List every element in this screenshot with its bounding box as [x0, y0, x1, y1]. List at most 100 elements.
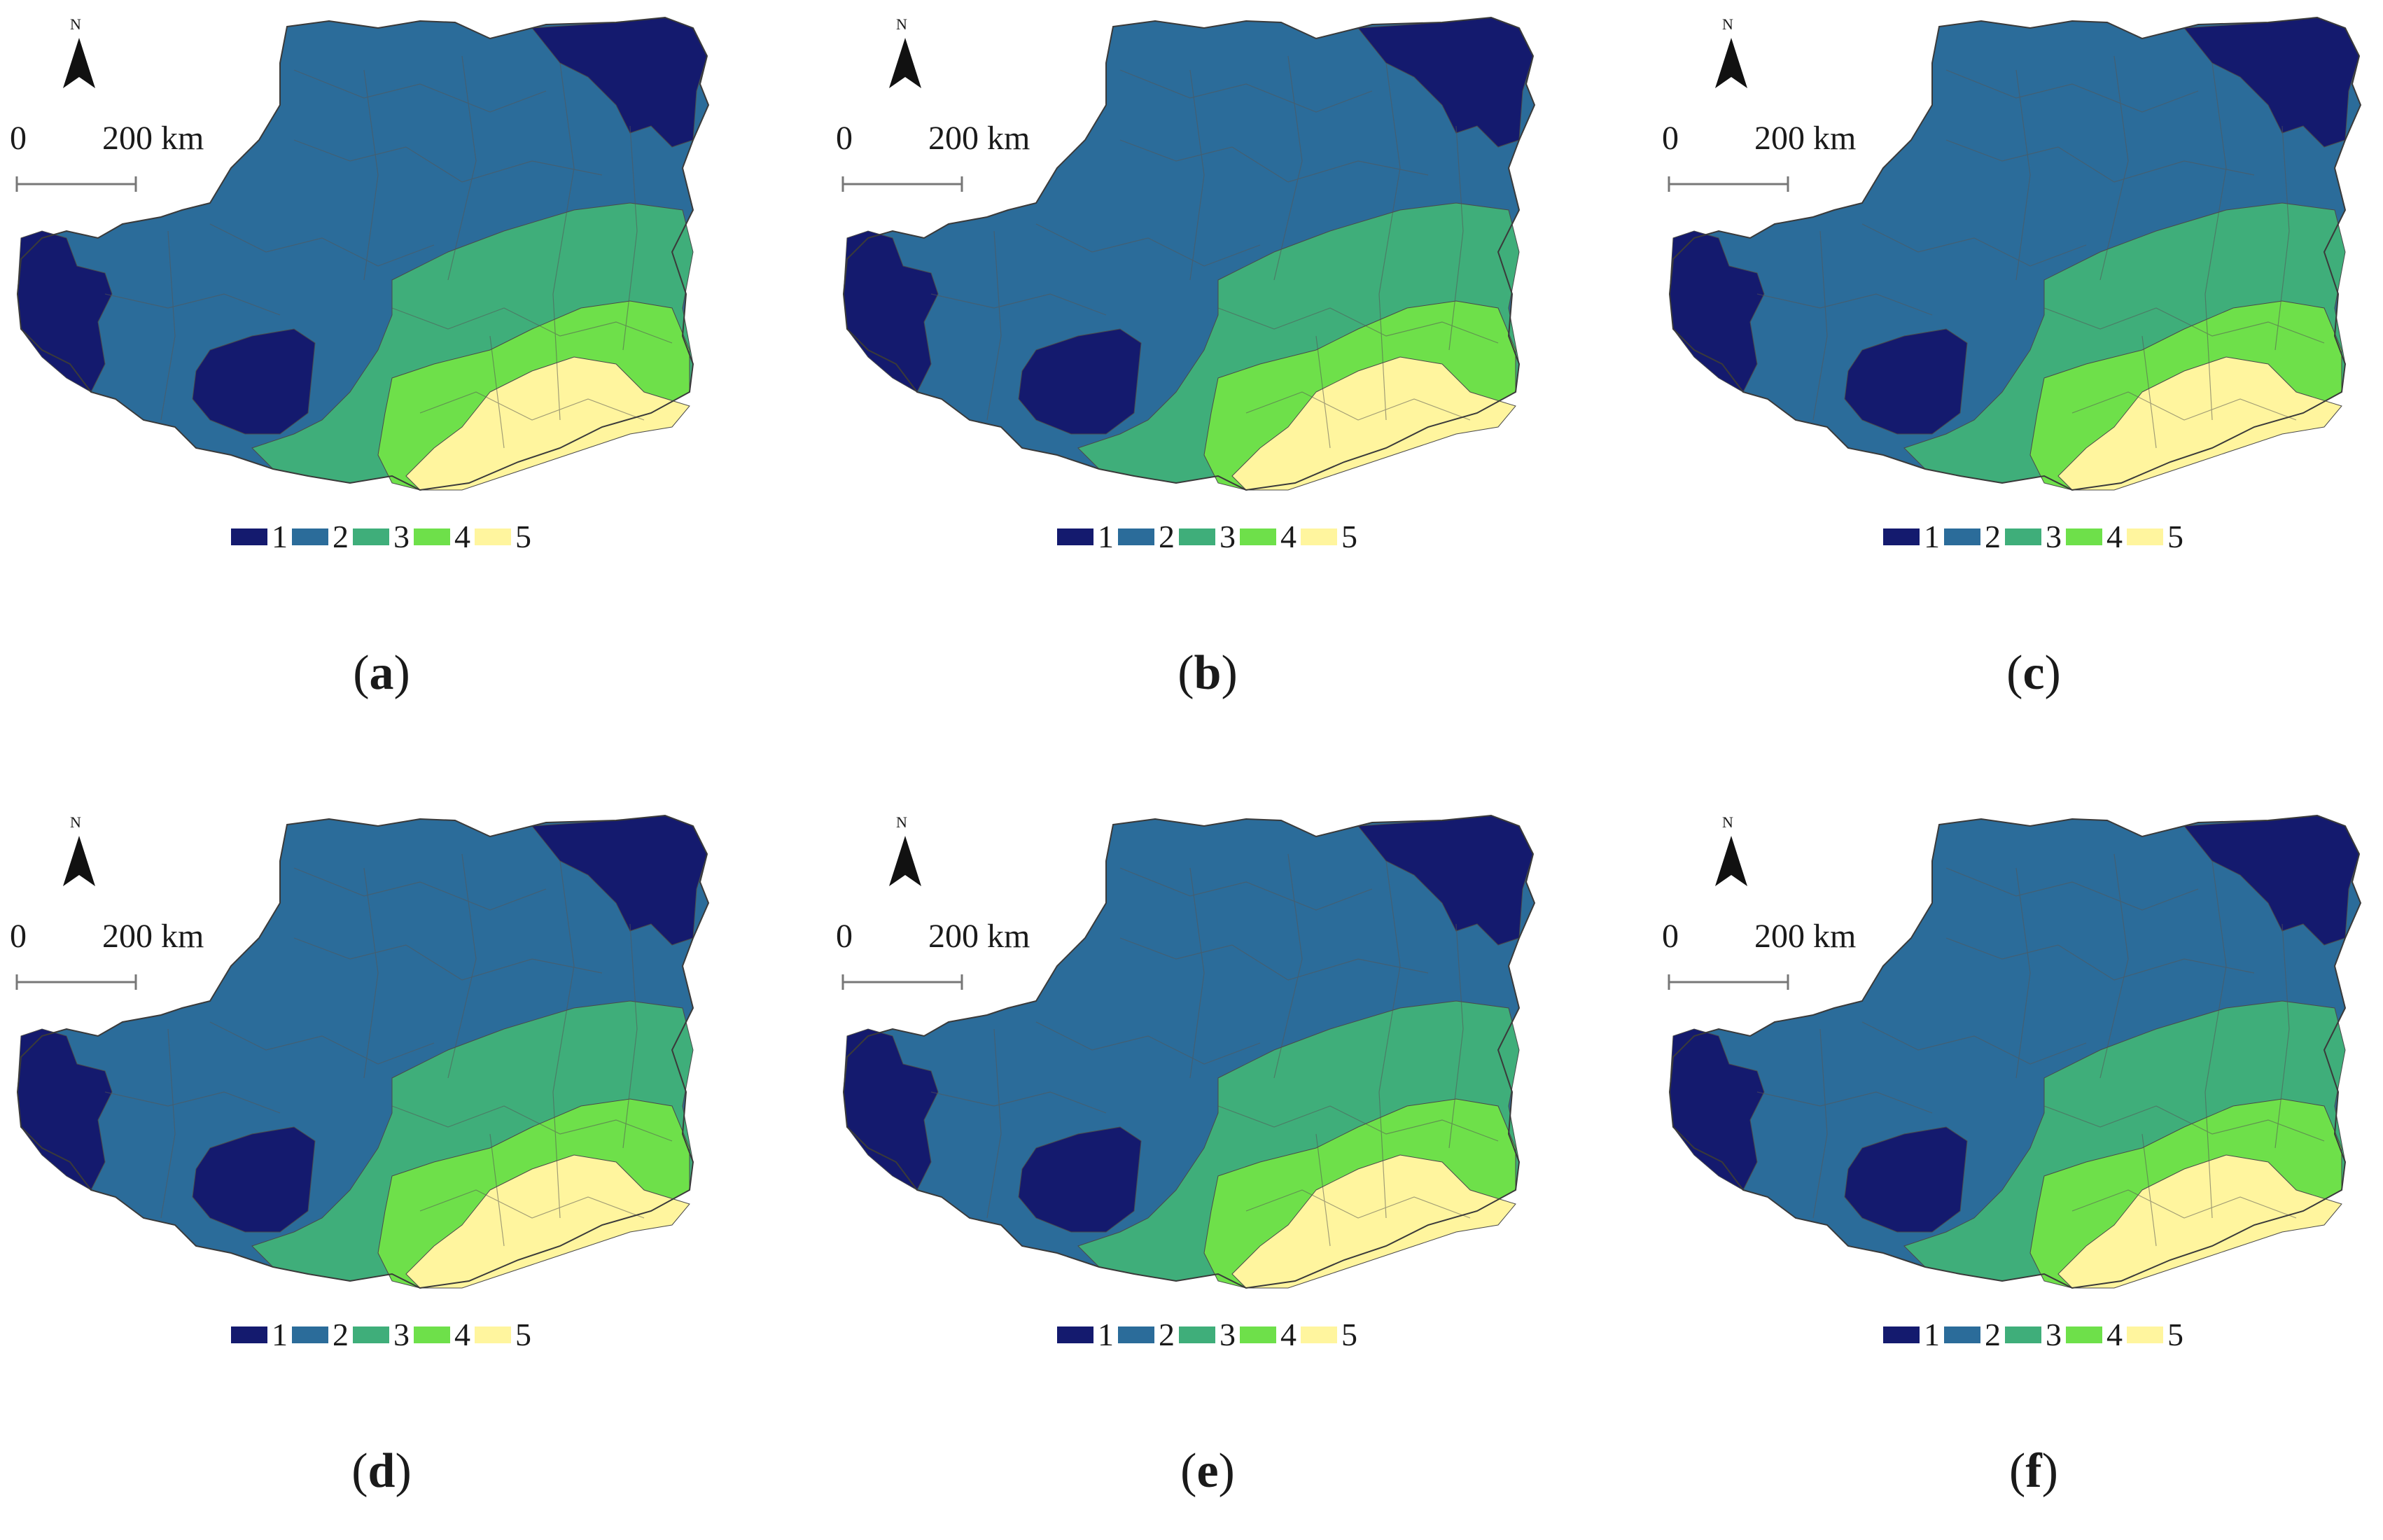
- caption-close-paren: ): [393, 646, 410, 700]
- caption-letter: a: [369, 646, 394, 700]
- legend-swatch: [231, 1326, 267, 1343]
- caption-close-paren: ): [1221, 646, 1238, 700]
- caption-close-paren: ): [2041, 1444, 2058, 1498]
- legend-label: 3: [1220, 519, 1236, 554]
- caption-open-paren: (: [2009, 1444, 2026, 1498]
- legend: 1 2 3 4 5: [1883, 1317, 2188, 1352]
- legend-label: 4: [454, 519, 470, 554]
- legend-swatch: [2127, 528, 2163, 545]
- legend-item-5: 5: [475, 1319, 534, 1351]
- caption-letter: c: [2022, 646, 2045, 700]
- region-outline: [842, 814, 1536, 1289]
- legend-swatch: [2066, 528, 2102, 545]
- north-arrow-icon: [889, 38, 921, 88]
- region-class-1-west: [843, 230, 939, 393]
- region-class-1-central: [1844, 1126, 1968, 1233]
- region-outline: [1668, 814, 2362, 1289]
- scale-start-label: 0: [836, 918, 853, 955]
- north-label: N: [896, 15, 907, 33]
- legend-label: 3: [1220, 1317, 1236, 1352]
- region-map: [842, 16, 1536, 491]
- region-class-1-west: [17, 230, 113, 393]
- legend-item-4: 4: [414, 1319, 473, 1351]
- legend-swatch: [353, 528, 389, 545]
- legend: 1 2 3 4 5: [1883, 519, 2188, 554]
- panel-caption: (e): [826, 1443, 1589, 1499]
- legend-label: 4: [2106, 1317, 2123, 1352]
- region-class-5: [405, 356, 690, 491]
- legend: 1 2 3 4 5: [1057, 519, 1362, 554]
- caption-open-paren: (: [353, 646, 370, 700]
- north-label: N: [70, 813, 81, 831]
- legend-item-4: 4: [2066, 521, 2125, 553]
- legend-swatch: [1301, 528, 1337, 545]
- legend-item-3: 3: [353, 521, 412, 553]
- scale-bar-line: [1668, 176, 1789, 192]
- region-class-5: [1231, 356, 1516, 491]
- north-label: N: [1722, 15, 1733, 33]
- legend-item-5: 5: [475, 521, 534, 553]
- region-class-5: [2057, 1154, 2342, 1289]
- caption-letter: e: [1196, 1444, 1219, 1498]
- legend-label: 4: [1280, 519, 1297, 554]
- panel-caption: (a): [0, 645, 763, 701]
- legend-swatch: [1883, 1326, 1920, 1343]
- north-arrow: N: [55, 813, 104, 897]
- legend-swatch: [1057, 528, 1093, 545]
- legend-swatch: [292, 528, 328, 545]
- legend-label: 5: [2167, 1317, 2183, 1352]
- legend-label: 3: [2046, 1317, 2062, 1352]
- caption-letter: f: [2025, 1444, 2042, 1498]
- region-class-1-central: [1018, 328, 1142, 435]
- north-label: N: [70, 15, 81, 33]
- legend-label: 1: [272, 1317, 288, 1352]
- legend-swatch: [1240, 528, 1276, 545]
- region-class-1-west: [17, 1028, 113, 1191]
- region-class-1-west: [1669, 1028, 1765, 1191]
- legend-swatch: [231, 528, 267, 545]
- legend-item-4: 4: [1240, 521, 1299, 553]
- legend-item-2: 2: [1118, 1319, 1177, 1351]
- legend-swatch: [353, 1326, 389, 1343]
- legend-swatch: [414, 528, 450, 545]
- north-arrow-icon: [1715, 38, 1747, 88]
- legend: 1 2 3 4 5: [1057, 1317, 1362, 1352]
- region-class-1-west: [843, 1028, 939, 1191]
- legend-label: 4: [2106, 519, 2123, 554]
- legend-swatch: [1944, 1326, 1980, 1343]
- region-map: [16, 814, 710, 1289]
- legend-item-5: 5: [2127, 1319, 2186, 1351]
- legend-swatch: [2066, 1326, 2102, 1343]
- panel-caption: (d): [0, 1443, 763, 1499]
- scale-bar-line: [841, 974, 963, 990]
- legend-item-4: 4: [2066, 1319, 2125, 1351]
- north-arrow: N: [1707, 15, 1756, 99]
- north-arrow-icon: [1715, 836, 1747, 886]
- county-boundaries: [1756, 55, 2325, 449]
- legend-item-1: 1: [231, 1319, 291, 1351]
- panel-caption: (b): [826, 645, 1589, 701]
- panel-caption: (f): [1652, 1443, 2383, 1499]
- legend-label: 5: [515, 519, 531, 554]
- legend-item-3: 3: [2005, 1319, 2064, 1351]
- north-label: N: [896, 813, 907, 831]
- map-panel-e: N 0 200 km 1 2 3 4 5 (e): [826, 798, 1589, 1540]
- county-boundaries: [104, 853, 673, 1247]
- legend-swatch: [2127, 1326, 2163, 1343]
- region-outline: [16, 814, 710, 1289]
- north-label: N: [1722, 813, 1733, 831]
- region-map: [16, 16, 710, 491]
- scale-end-label: 200 km: [1754, 918, 1857, 955]
- legend-item-3: 3: [2005, 521, 2064, 553]
- legend-swatch: [1179, 1326, 1215, 1343]
- north-arrow: N: [1707, 813, 1756, 897]
- region-outline: [1668, 16, 2362, 491]
- north-arrow-icon: [63, 836, 95, 886]
- legend-item-1: 1: [1057, 1319, 1117, 1351]
- legend-label: 2: [1985, 1317, 2001, 1352]
- legend-swatch: [475, 1326, 511, 1343]
- legend-item-2: 2: [1944, 1319, 2004, 1351]
- county-boundaries: [930, 55, 1499, 449]
- legend-item-4: 4: [1240, 1319, 1299, 1351]
- panel-caption: (c): [1652, 645, 2383, 701]
